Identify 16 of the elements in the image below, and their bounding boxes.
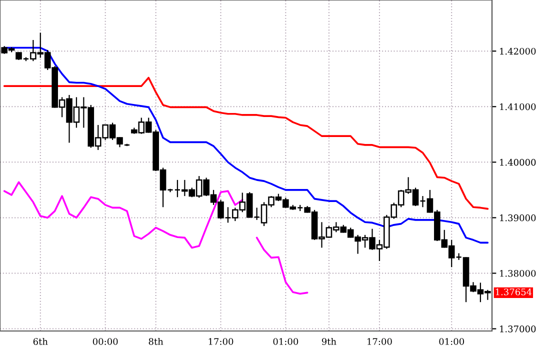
x-tick-label: 9th [322, 338, 336, 345]
x-tick-label: 01:00 [273, 338, 298, 345]
y-tick-label: 1.41000 [500, 103, 536, 110]
x-tick-label: 17:00 [368, 338, 392, 345]
x-tick-label: 17:00 [208, 338, 234, 345]
y-tick-label: 1.42000 [500, 48, 536, 55]
x-tick-label: 8th [148, 338, 164, 345]
y-tick-label: 1.38000 [500, 270, 536, 277]
x-tick-label: 01:00 [439, 338, 464, 345]
x-tick-label: 6th [33, 338, 48, 345]
x-tick-label: 00:00 [92, 338, 118, 345]
y-tick-label: 1.39000 [500, 214, 536, 222]
line-series [3, 76, 489, 210]
text: 1.37654 [496, 288, 532, 296]
y-tick-label: 1.40000 [500, 158, 536, 166]
y-tick-label: 1.37000 [500, 326, 536, 332]
